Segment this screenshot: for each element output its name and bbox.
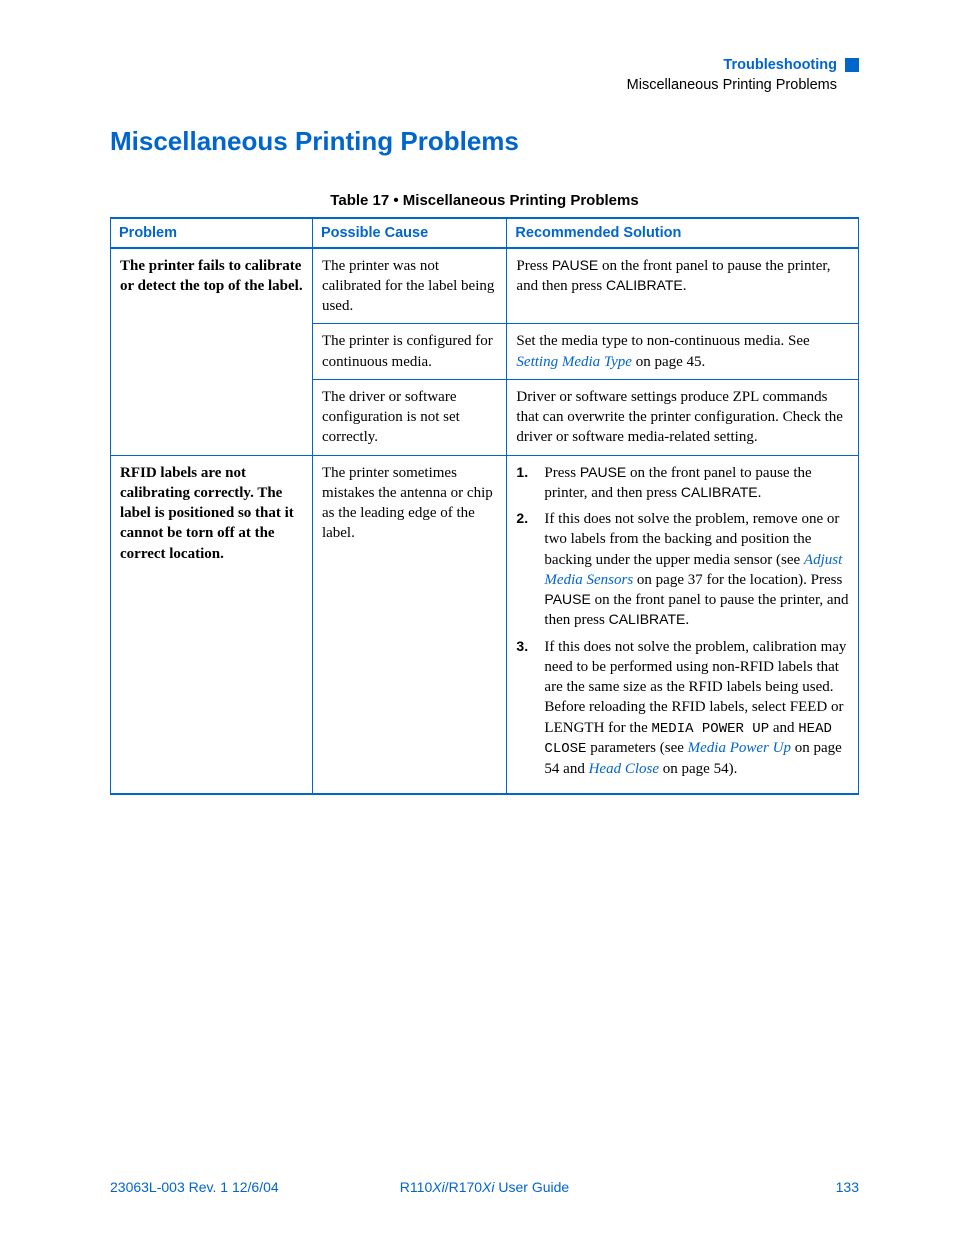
cause-cell: The printer was not calibrated for the l… <box>312 248 506 324</box>
cause-cell: The printer sometimes mistakes the anten… <box>312 455 506 794</box>
solution-cell: Press PAUSE on the front panel to pause … <box>507 455 859 794</box>
solution-cell: Driver or software settings produce ZPL … <box>507 379 859 455</box>
col-header-cause: Possible Cause <box>312 218 506 248</box>
table-row: RFID labels are not calibrating correctl… <box>111 455 859 794</box>
col-header-problem: Problem <box>111 218 313 248</box>
solution-cell: Press PAUSE on the front panel to pause … <box>507 248 859 324</box>
footer-left: 23063L-003 Rev. 1 12/6/04 <box>110 1179 279 1195</box>
link-head-close[interactable]: Head Close <box>589 761 659 777</box>
solution-cell: Set the media type to non-continuous med… <box>507 324 859 380</box>
table-row: The printer fails to calibrate or detect… <box>111 248 859 324</box>
page-header: Troubleshooting Miscellaneous Printing P… <box>110 55 859 96</box>
list-item: If this does not solve the problem, cali… <box>538 637 849 780</box>
col-header-solution: Recommended Solution <box>507 218 859 248</box>
header-title: Troubleshooting <box>723 55 837 75</box>
link-setting-media-type[interactable]: Setting Media Type <box>516 354 632 370</box>
header-subtitle: Miscellaneous Printing Problems <box>110 75 837 95</box>
list-item: Press PAUSE on the front panel to pause … <box>538 463 849 504</box>
footer-page-number: 133 <box>836 1179 859 1195</box>
list-item: If this does not solve the problem, remo… <box>538 509 849 631</box>
table-caption: Table 17 • Miscellaneous Printing Proble… <box>110 192 859 209</box>
page-footer: 23063L-003 Rev. 1 12/6/04 R110Xi/R170Xi … <box>110 1179 859 1195</box>
footer-center: R110Xi/R170Xi User Guide <box>400 1179 569 1195</box>
cause-cell: The driver or software configuration is … <box>312 379 506 455</box>
section-heading: Miscellaneous Printing Problems <box>110 126 859 157</box>
problems-table: Problem Possible Cause Recommended Solut… <box>110 217 859 795</box>
cause-cell: The printer is configured for continuous… <box>312 324 506 380</box>
problem-cell: The printer fails to calibrate or detect… <box>111 248 313 456</box>
problem-cell: RFID labels are not calibrating correctl… <box>111 455 313 794</box>
link-media-power-up[interactable]: Media Power Up <box>688 740 791 756</box>
header-marker-icon <box>845 58 859 72</box>
